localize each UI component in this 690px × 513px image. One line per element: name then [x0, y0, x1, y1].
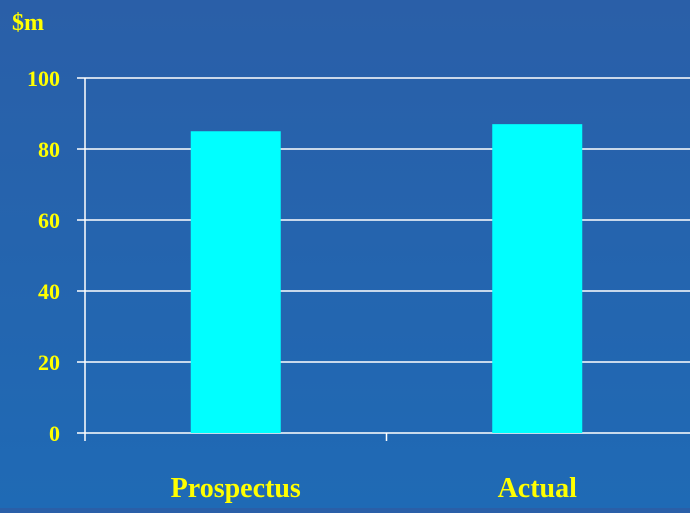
y-tick-label: 60 [38, 208, 60, 233]
y-tick-label: 80 [38, 137, 60, 162]
bar-prospectus [190, 131, 281, 433]
y-tick-labels: 0 20 40 60 80 100 [27, 66, 60, 446]
bar-actual [492, 124, 583, 434]
x-tick-labels: Prospectus Actual [171, 473, 577, 504]
grid-lines [77, 77, 690, 434]
x-tick-label: Prospectus [171, 473, 301, 504]
x-tick-label: Actual [498, 473, 578, 504]
axes [84, 78, 388, 441]
y-tick-label: 0 [49, 421, 60, 446]
bars [190, 124, 583, 434]
y-tick-label: 20 [38, 350, 60, 375]
y-axis-unit-label: $m [12, 10, 44, 36]
y-tick-label: 40 [38, 279, 60, 304]
y-tick-label: 100 [27, 66, 60, 91]
